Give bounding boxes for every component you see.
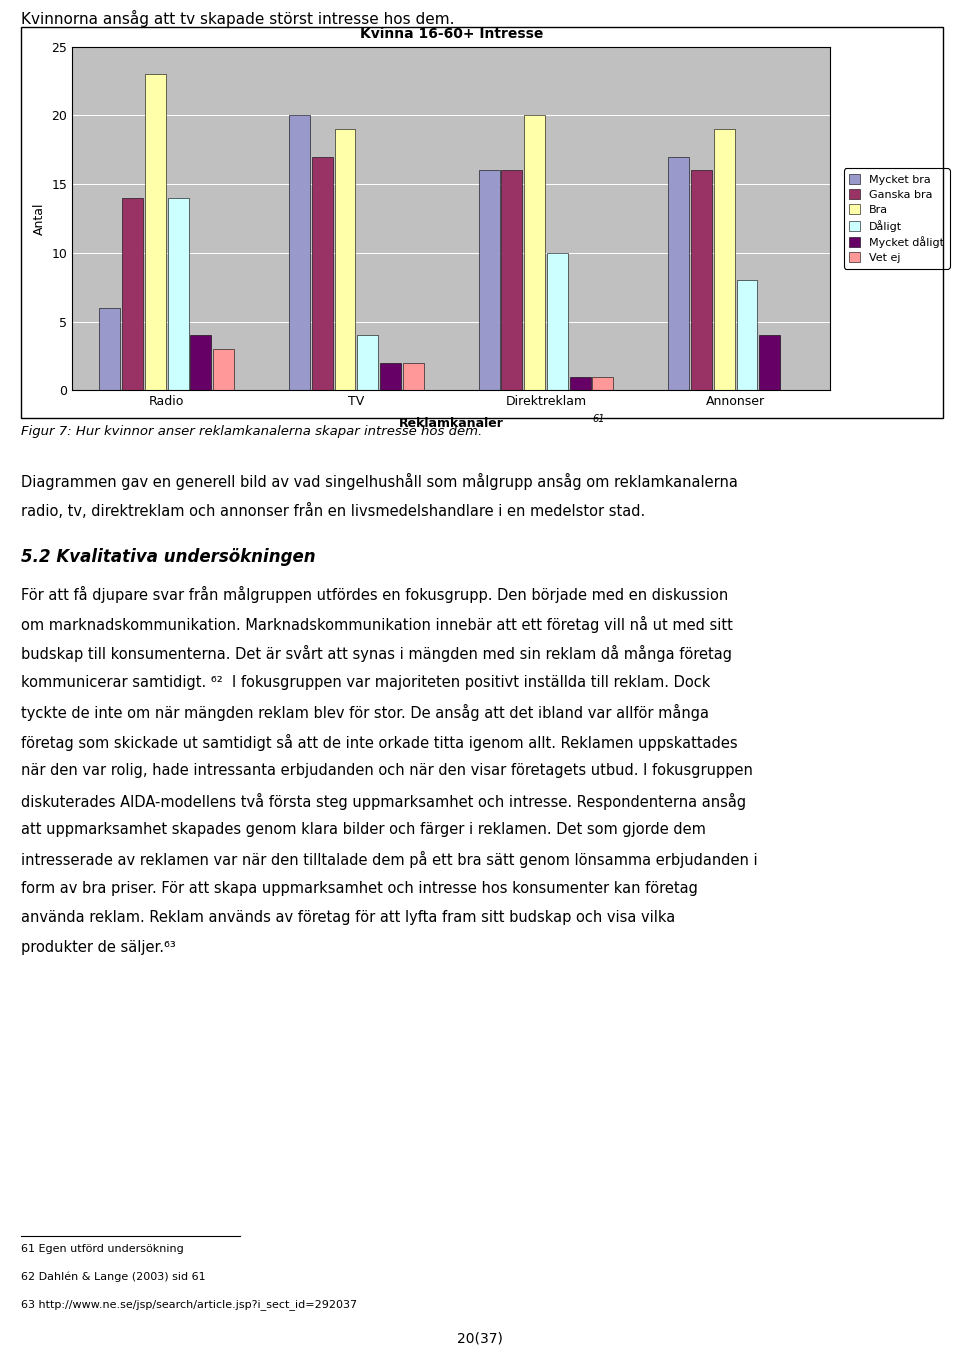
Bar — [334, 129, 355, 390]
Text: 61: 61 — [592, 414, 605, 423]
Text: 63 http://www.ne.se/jsp/search/article.jsp?i_sect_id=292037: 63 http://www.ne.se/jsp/search/article.j… — [21, 1299, 357, 1310]
Bar — [524, 115, 545, 390]
Bar — [403, 363, 423, 390]
Bar — [713, 129, 734, 390]
Bar — [759, 336, 780, 390]
Bar — [380, 363, 401, 390]
Text: 5.2 Kvalitativa undersökningen: 5.2 Kvalitativa undersökningen — [21, 548, 316, 566]
Bar — [501, 170, 522, 390]
Text: om marknadskommunikation. Marknadskommunikation innebär att ett företag vill nå : om marknadskommunikation. Marknadskommun… — [21, 616, 733, 633]
Legend: Mycket bra, Ganska bra, Bra, Dåligt, Mycket dåligt, Vet ej: Mycket bra, Ganska bra, Bra, Dåligt, Myc… — [844, 169, 949, 269]
Bar — [736, 281, 757, 390]
Text: diskuterades AIDA-modellens två första steg uppmarksamhet och intresse. Responde: diskuterades AIDA-modellens två första s… — [21, 792, 746, 810]
Bar — [190, 336, 211, 390]
Bar — [122, 197, 143, 390]
Text: 62 Dahlén & Lange (2003) sid 61: 62 Dahlén & Lange (2003) sid 61 — [21, 1271, 205, 1282]
Bar — [168, 197, 189, 390]
Bar — [213, 349, 234, 390]
Text: använda reklam. Reklam används av företag för att lyfta fram sitt budskap och vi: använda reklam. Reklam används av företa… — [21, 911, 676, 925]
Bar — [145, 74, 166, 390]
Bar — [547, 253, 568, 390]
Text: 20(37): 20(37) — [457, 1332, 503, 1345]
X-axis label: Reklamkanaler: Reklamkanaler — [398, 416, 504, 430]
Bar — [691, 170, 712, 390]
Text: när den var rolig, hade intressanta erbjudanden och när den visar företagets utb: när den var rolig, hade intressanta erbj… — [21, 763, 753, 778]
Text: intresserade av reklamen var när den tilltalade dem på ett bra sätt genom lönsam: intresserade av reklamen var när den til… — [21, 852, 757, 869]
Text: budskap till konsumenterna. Det är svårt att synas i mängden med sin reklam då m: budskap till konsumenterna. Det är svårt… — [21, 645, 732, 662]
Bar — [668, 156, 689, 390]
Text: Diagrammen gav en generell bild av vad singelhushåll som målgrupp ansåg om rekla: Diagrammen gav en generell bild av vad s… — [21, 473, 738, 489]
Text: radio, tv, direktreklam och annonser från en livsmedelshandlare i en medelstor s: radio, tv, direktreklam och annonser frå… — [21, 503, 645, 519]
Text: produkter de säljer.⁶³: produkter de säljer.⁶³ — [21, 940, 176, 955]
Bar — [289, 115, 310, 390]
Text: tyckte de inte om när mängden reklam blev för stor. De ansåg att det ibland var : tyckte de inte om när mängden reklam ble… — [21, 704, 709, 721]
Bar — [100, 308, 120, 390]
Text: 61 Egen utförd undersökning: 61 Egen utförd undersökning — [21, 1244, 184, 1254]
Bar — [479, 170, 499, 390]
Text: att uppmarksamhet skapades genom klara bilder och färger i reklamen. Det som gjo: att uppmarksamhet skapades genom klara b… — [21, 822, 706, 837]
Text: Kvinnorna ansåg att tv skapade störst intresse hos dem.: Kvinnorna ansåg att tv skapade störst in… — [21, 10, 455, 26]
Bar — [592, 377, 613, 390]
Y-axis label: Antal: Antal — [33, 203, 46, 234]
Title: Kvinna 16-60+ Intresse: Kvinna 16-60+ Intresse — [359, 27, 543, 41]
Text: För att få djupare svar från målgruppen utfördes en fokusgrupp. Den började med : För att få djupare svar från målgruppen … — [21, 586, 729, 603]
Text: företag som skickade ut samtidigt så att de inte orkade titta igenom allt. Rekla: företag som skickade ut samtidigt så att… — [21, 734, 737, 751]
Bar — [357, 336, 378, 390]
Bar — [312, 156, 333, 390]
Bar — [569, 377, 590, 390]
Text: form av bra priser. För att skapa uppmarksamhet och intresse hos konsumenter kan: form av bra priser. För att skapa uppmar… — [21, 881, 698, 896]
Text: kommunicerar samtidigt. ⁶²  I fokusgruppen var majoriteten positivt inställda ti: kommunicerar samtidigt. ⁶² I fokusgruppe… — [21, 675, 710, 689]
Text: Figur 7: Hur kvinnor anser reklamkanalerna skapar intresse hos dem.: Figur 7: Hur kvinnor anser reklamkanaler… — [21, 425, 482, 437]
